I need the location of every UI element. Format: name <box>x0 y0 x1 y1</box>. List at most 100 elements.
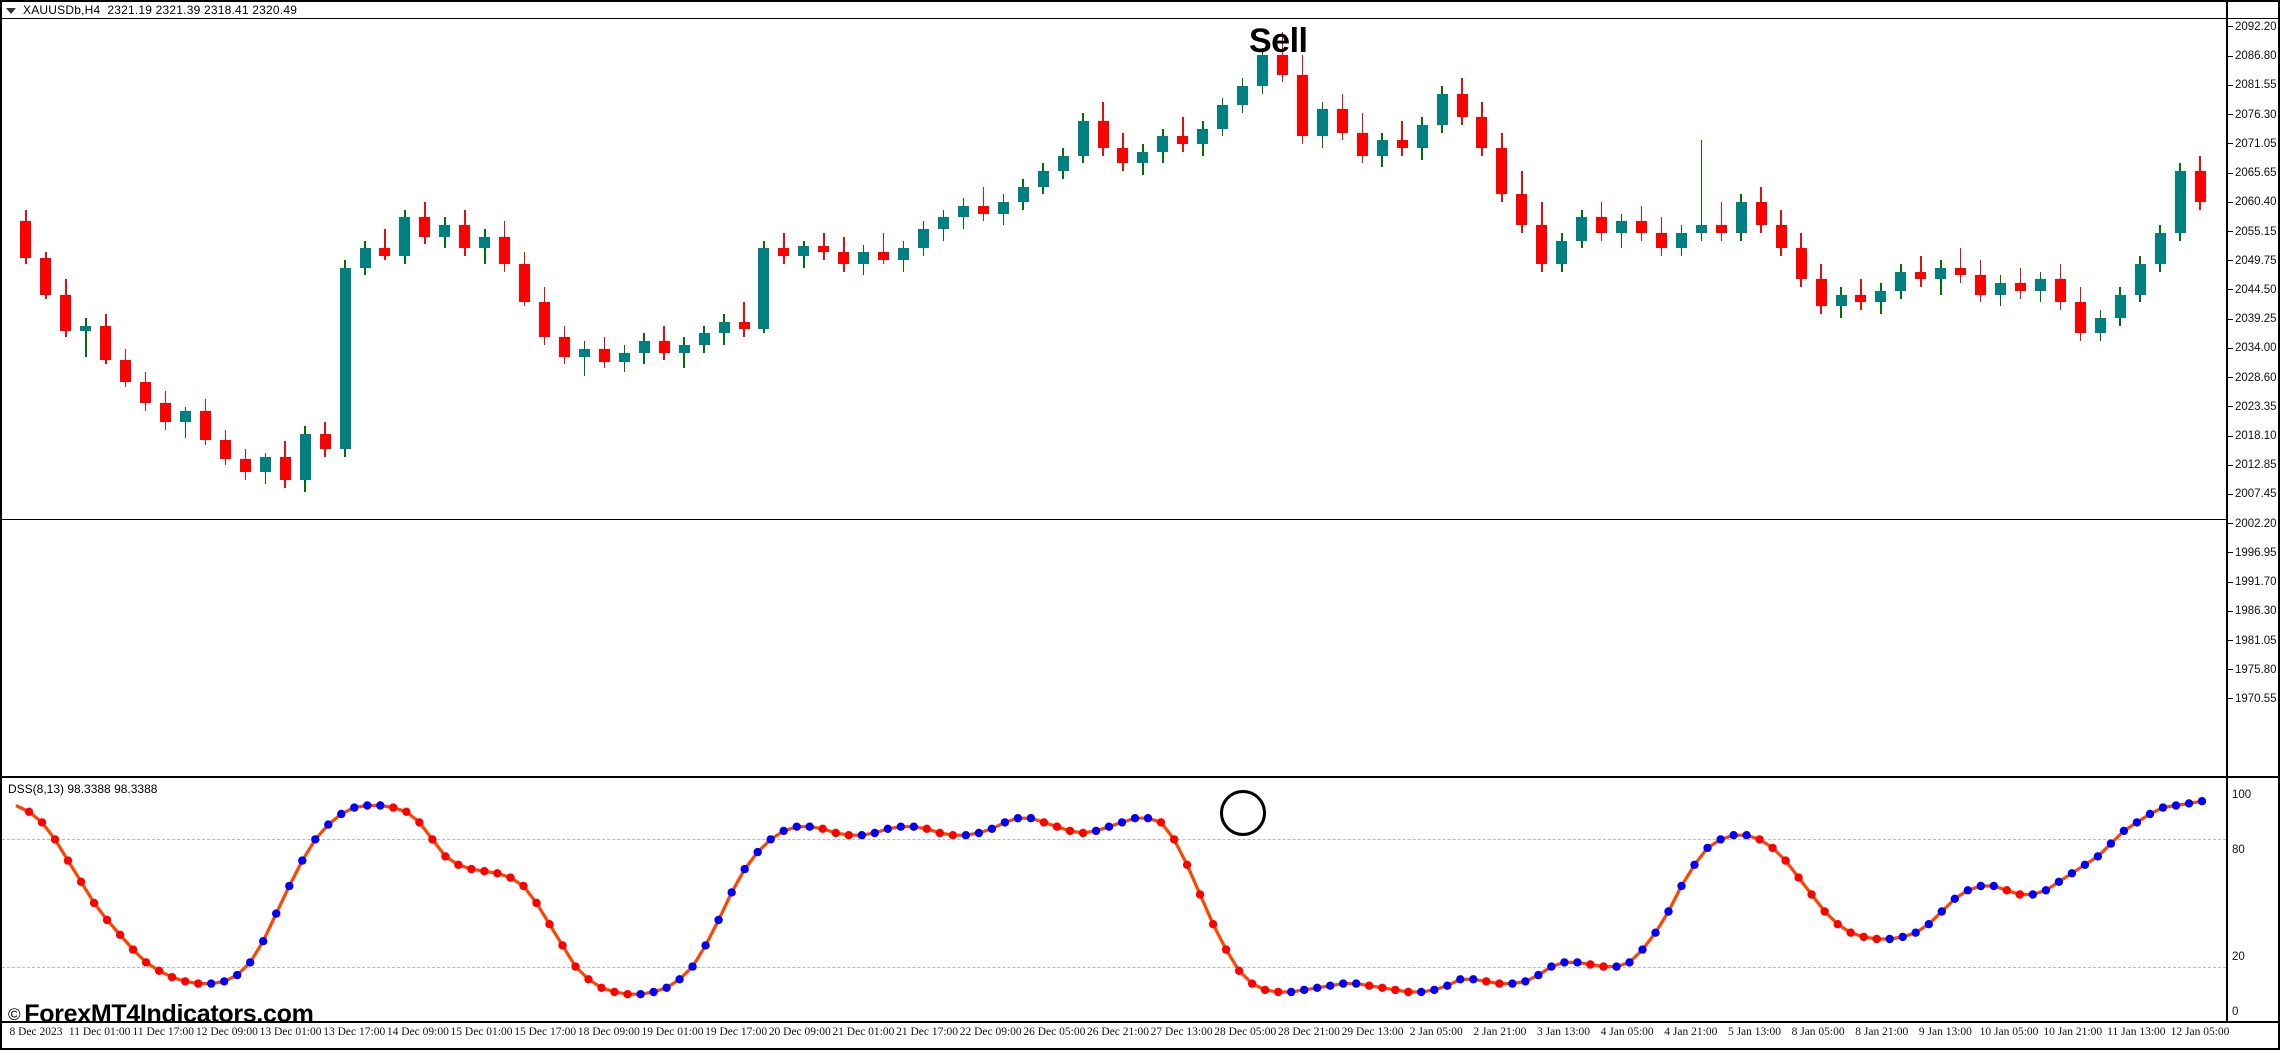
candle-body <box>1795 248 1807 280</box>
dss-dot-up <box>2197 797 2207 806</box>
dss-dot-down <box>428 835 437 844</box>
indicator-tick: 100 <box>2232 789 2252 801</box>
dss-dot-up <box>2184 799 2194 808</box>
dss-dot-up <box>1091 826 1101 836</box>
indicator-pane[interactable] <box>2 783 2226 1021</box>
dss-dot-down <box>1768 843 1777 853</box>
candle-body <box>2034 279 2046 291</box>
price-tick: 2007.45 <box>2228 489 2277 500</box>
candle-body <box>140 381 152 403</box>
candle-body <box>539 302 551 338</box>
candle-body <box>1157 136 1169 152</box>
candle-wick <box>982 186 985 222</box>
dss-dot-up <box>1508 979 1517 988</box>
candle-body <box>519 263 531 303</box>
time-tick: 13 Dec 17:00 <box>323 1026 386 1038</box>
candle-body <box>2174 171 2186 233</box>
price-tick: 1981.05 <box>2228 635 2277 647</box>
time-axis[interactable]: 8 Dec 2023 11 Dec 01:00 11 Dec 17:00 12 Dec… <box>0 1023 2280 1050</box>
time-tick: 4 Jan 05:00 <box>1600 1026 1654 1038</box>
candle-body <box>60 294 72 332</box>
candle-body <box>1237 86 1249 106</box>
price-pane[interactable] <box>2 19 2226 515</box>
candle-body <box>1197 128 1209 145</box>
candle-body <box>798 246 810 257</box>
time-tick: 21 Dec 17:00 <box>896 1026 959 1038</box>
candle-body <box>419 217 431 237</box>
candle-body <box>1376 140 1388 156</box>
dss-dot-down <box>1156 818 1166 827</box>
candle-body <box>1975 275 1987 295</box>
time-tick: 12 Jan 05:00 <box>2170 1026 2230 1038</box>
dss-dot-up <box>1612 962 1621 971</box>
candle-wick <box>184 406 187 438</box>
price-tick: 2060.40 <box>2228 197 2277 208</box>
candle-body <box>858 252 870 264</box>
dss-dot-down <box>1781 856 1790 865</box>
signal-circle-marker <box>1220 790 1266 836</box>
candle-body <box>1695 225 1707 233</box>
candle-body <box>1755 202 1767 226</box>
time-tick: 10 Jan 05:00 <box>1979 1026 2039 1038</box>
dss-dot-up <box>1937 907 1947 916</box>
price-tick: 1970.55 <box>2228 693 2277 705</box>
dss-dot-down <box>584 975 593 984</box>
candle-body <box>1336 109 1348 133</box>
dss-dot-up <box>311 835 320 844</box>
time-tick: 27 Dec 13:00 <box>1150 1026 1213 1038</box>
dss-dot-up <box>857 831 866 840</box>
dss-dot-up <box>1664 907 1673 916</box>
time-tick: 22 Dec 09:00 <box>959 1026 1022 1038</box>
dss-dot-up <box>1521 977 1530 986</box>
dss-dot-down <box>50 835 60 844</box>
candle-wick <box>1401 120 1403 156</box>
symbol-timeframe-label: XAUUSDb,H4 <box>23 3 101 17</box>
candle-body <box>100 325 112 361</box>
candle-body <box>80 325 92 332</box>
candle-body <box>618 352 630 363</box>
dss-dot-down <box>24 807 34 816</box>
candle-body <box>1416 124 1428 148</box>
dss-dot-up <box>1339 979 1348 988</box>
dss-dot-up <box>1651 928 1660 937</box>
candle-body <box>2015 283 2027 291</box>
candle-body <box>1675 232 1687 249</box>
dss-dot-down <box>194 979 203 988</box>
dss-dot-up <box>1430 985 1439 995</box>
candle-body <box>957 205 969 218</box>
candle-body <box>738 321 750 330</box>
dss-dot-up <box>870 828 879 838</box>
dss-dot-down <box>1274 987 1283 997</box>
candle-body <box>2074 302 2086 334</box>
dss-dot-down <box>1247 979 1257 988</box>
time-axis-separator <box>2 1021 2278 1023</box>
dss-dot-down <box>844 831 853 840</box>
candle-body <box>379 248 391 257</box>
chevron-down-icon[interactable] <box>6 7 16 14</box>
time-tick: 28 Dec 05:00 <box>1214 1026 1277 1038</box>
candle-wick <box>683 337 685 369</box>
candle-wick <box>2019 267 2022 299</box>
dss-dot-down <box>480 867 489 876</box>
dss-dot-up <box>1625 958 1634 967</box>
candle-body <box>598 348 610 363</box>
dss-dot-down <box>1260 985 1270 995</box>
price-tick: 2071.05 <box>2228 138 2277 150</box>
candle-body <box>1137 151 1149 164</box>
dss-dot-down <box>1846 928 1855 937</box>
candle-body <box>758 248 770 330</box>
dss-dot-down <box>1833 920 1842 929</box>
dss-dot-up <box>2028 890 2038 899</box>
watermark-text: ForexMT4Indicators.com <box>24 1000 314 1028</box>
candle-wick <box>1700 140 1703 241</box>
dss-dot-down <box>558 941 567 950</box>
candle-wick <box>583 341 586 376</box>
dss-dot-down <box>128 945 138 954</box>
candle-wick <box>882 232 885 264</box>
dss-dot-down <box>141 958 151 967</box>
candle-body <box>2114 294 2126 318</box>
dss-dot-down <box>1221 945 1231 954</box>
time-tick: 11 Dec 01:00 <box>68 1026 131 1038</box>
price-axis[interactable]: 2092.20 2086.80 2081.55 2076.30 2071.05 2065.… <box>2228 0 2280 1050</box>
